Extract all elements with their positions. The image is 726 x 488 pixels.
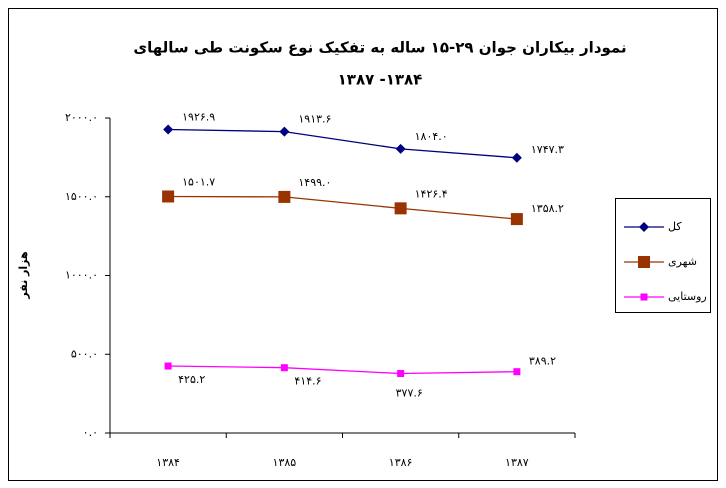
data-label: ۱۸۰۴.۰ xyxy=(415,130,448,143)
chart-title: ۱۳۸۷ -۱۳۸۴ xyxy=(338,71,423,89)
marker xyxy=(164,362,172,370)
chart-title: نمودار بیکاران جوان ۲۹-۱۵ ساله به تفکیک … xyxy=(133,39,626,57)
marker xyxy=(395,143,406,154)
marker xyxy=(510,213,523,226)
y-tick-label: ۱۵۰۰.۰ xyxy=(65,190,98,203)
y-axis-label: هزار نفر xyxy=(17,251,30,299)
marker xyxy=(397,370,405,378)
x-tick-label: ۱۳۸۴ xyxy=(156,456,180,469)
data-label: ۱۵۰۱.۷ xyxy=(182,175,215,188)
series-line xyxy=(168,128,517,159)
marker xyxy=(394,202,407,215)
marker xyxy=(279,126,290,137)
x-tick-label: ۱۳۸۶ xyxy=(389,456,413,469)
data-label: ۴۱۴.۶ xyxy=(294,375,321,388)
marker xyxy=(280,364,288,372)
marker xyxy=(640,293,648,301)
data-label: ۴۲۵.۲ xyxy=(178,373,205,386)
data-label: ۱۴۲۶.۴ xyxy=(415,187,448,200)
y-tick-label: ۰.۰ xyxy=(83,426,98,439)
data-label: ۳۸۹.۲ xyxy=(529,355,556,368)
legend-label: روستایی xyxy=(668,290,707,303)
marker xyxy=(163,124,174,135)
marker xyxy=(513,368,521,376)
marker xyxy=(278,190,291,203)
x-tick-label: ۱۳۸۷ xyxy=(505,456,529,469)
data-label: ۱۷۴۷.۳ xyxy=(531,143,564,156)
data-label: ۱۹۲۶.۹ xyxy=(182,111,215,124)
series-line xyxy=(168,195,517,220)
data-label: ۱۹۱۳.۶ xyxy=(298,113,331,126)
legend-label: شهری xyxy=(668,255,697,268)
data-label: ۱۴۹۹.۰ xyxy=(298,176,331,189)
legend-label: کل xyxy=(668,220,682,233)
marker xyxy=(638,256,650,268)
marker xyxy=(639,222,649,232)
legend xyxy=(615,198,711,313)
y-tick-label: ۲۰۰۰.۰ xyxy=(65,111,98,124)
marker xyxy=(511,152,522,163)
data-label: ۱۳۵۸.۲ xyxy=(531,202,564,215)
data-label: ۳۷۷.۶ xyxy=(396,387,423,400)
y-tick-label: ۱۰۰۰.۰ xyxy=(65,269,98,282)
chart-border xyxy=(8,8,718,481)
marker xyxy=(162,190,175,203)
x-tick-label: ۱۳۸۵ xyxy=(273,456,297,469)
y-tick-label: ۵۰۰.۰ xyxy=(71,347,98,360)
series-line xyxy=(168,365,517,375)
